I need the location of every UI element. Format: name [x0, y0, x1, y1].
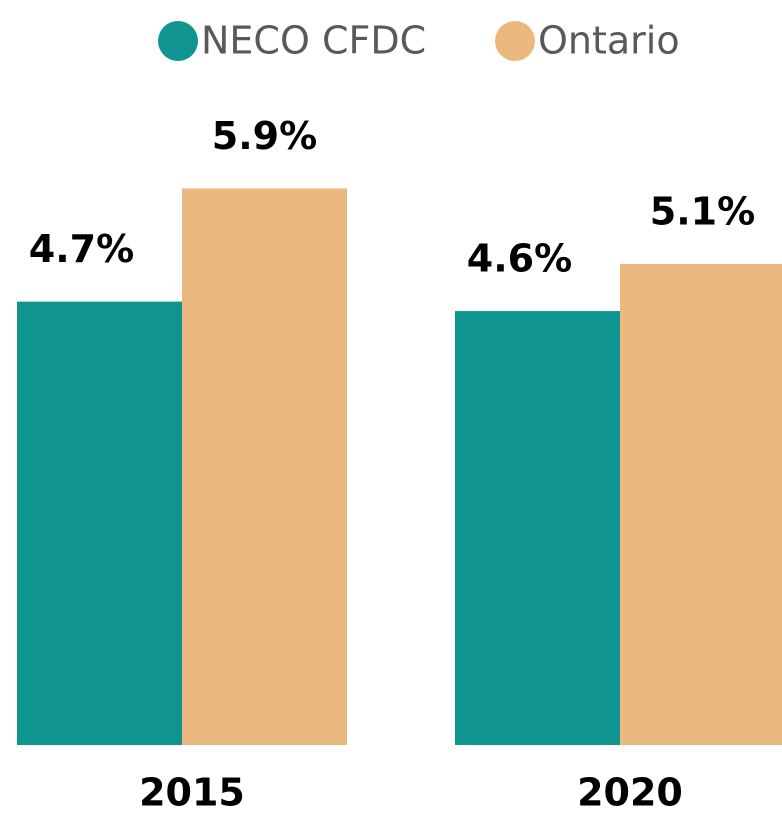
bar: [455, 311, 620, 745]
bar: [17, 301, 182, 745]
legend-marker: [158, 21, 198, 61]
x-tick-label: 2020: [577, 771, 683, 815]
data-label: 4.7%: [29, 227, 134, 271]
bar: [620, 263, 782, 745]
data-label: 4.6%: [467, 237, 572, 281]
bar: [182, 188, 347, 745]
x-tick-label: 2015: [139, 771, 245, 815]
data-label: 5.1%: [650, 189, 755, 233]
legend-label: NECO CFDC: [201, 19, 426, 63]
legend-label: Ontario: [538, 19, 680, 63]
legend-marker: [495, 21, 535, 61]
data-label: 5.9%: [212, 114, 317, 158]
